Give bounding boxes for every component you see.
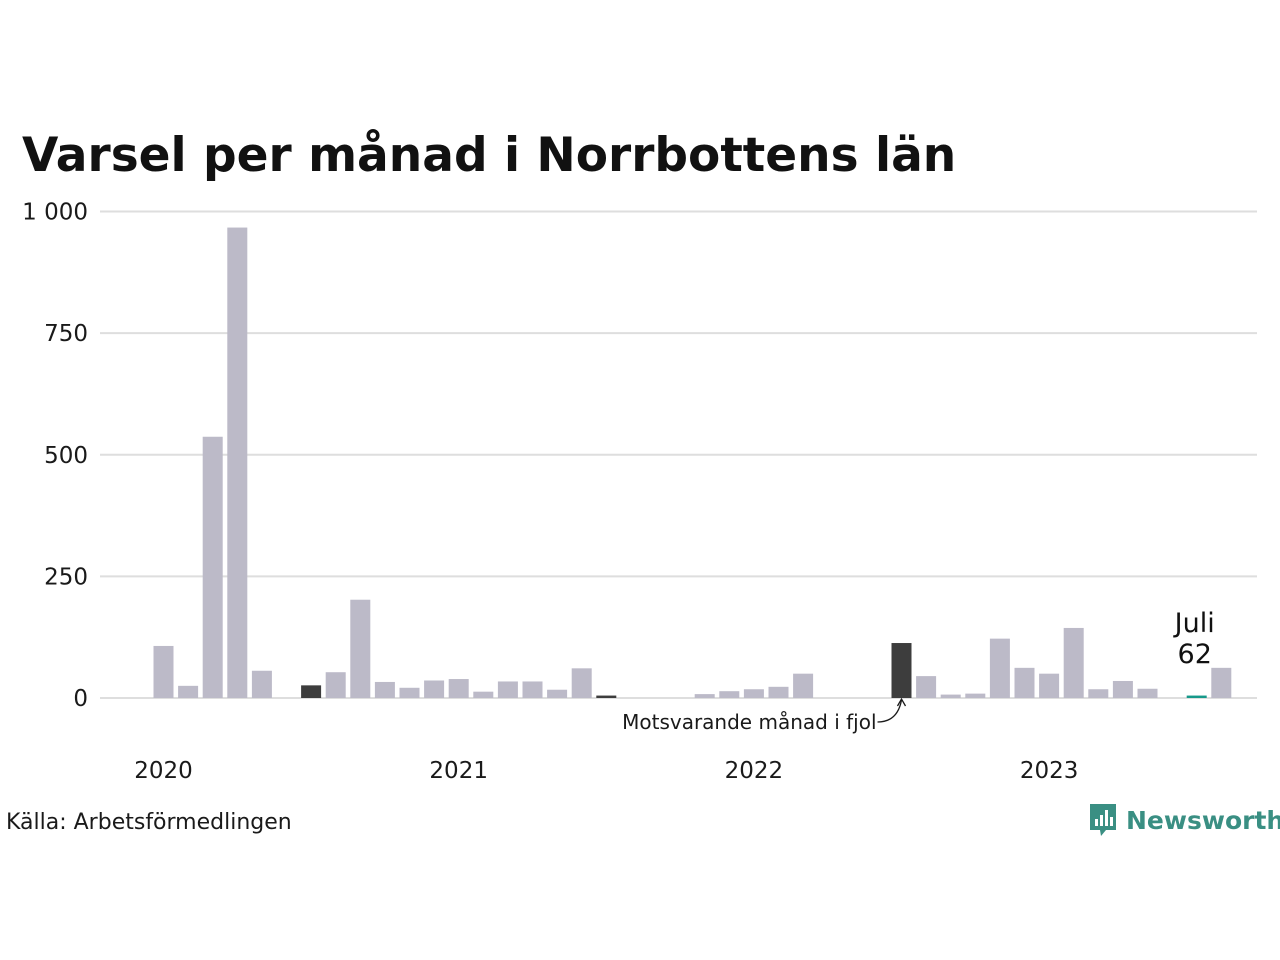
bar xyxy=(1112,680,1133,698)
bar xyxy=(153,645,174,698)
highlight-value-label: 62 xyxy=(1178,639,1212,670)
x-tick-label: 2021 xyxy=(429,758,488,784)
annotation-arrowhead xyxy=(896,697,907,707)
bar xyxy=(719,691,740,698)
highlight-month-label: Juli xyxy=(1173,608,1215,639)
bar xyxy=(178,685,199,698)
bar xyxy=(965,693,986,698)
brand-logo: Newsworthy xyxy=(1088,802,1280,838)
bar xyxy=(497,681,518,698)
bar xyxy=(940,694,961,698)
y-tick-label: 750 xyxy=(44,321,88,347)
bar xyxy=(694,694,715,698)
annotation: Motsvarande månad i fjol xyxy=(622,697,907,734)
brand-name: Newsworthy xyxy=(1126,805,1280,835)
bar xyxy=(448,679,469,698)
bar xyxy=(596,695,617,698)
bar xyxy=(743,689,764,698)
bar xyxy=(547,689,568,698)
highlight-label: Juli 62 xyxy=(1173,608,1215,670)
y-axis: 0 250 500 750 1 000 xyxy=(22,200,88,713)
bar xyxy=(571,668,592,698)
bar xyxy=(1186,695,1207,698)
bar xyxy=(1039,673,1060,698)
bar xyxy=(301,685,322,698)
bars xyxy=(153,227,1232,698)
source-note: Källa: Arbetsförmedlingen xyxy=(6,810,292,835)
bar xyxy=(891,643,912,698)
bar xyxy=(202,436,223,698)
chart-title: Varsel per månad i Norrbottens län xyxy=(22,128,957,183)
bar xyxy=(793,673,814,698)
bar xyxy=(399,687,420,698)
newsworthy-logo-icon xyxy=(1090,804,1116,836)
annotation-arrow xyxy=(877,699,903,723)
bar xyxy=(251,670,272,698)
bar xyxy=(325,672,346,698)
y-tick-label: 0 xyxy=(73,686,88,712)
x-tick-label: 2020 xyxy=(134,758,193,784)
bar xyxy=(350,599,371,698)
bar-chart: 0 250 500 750 1 000 2020 2021 2022 2023 Motsvar… xyxy=(22,200,1257,784)
y-tick-label: 500 xyxy=(44,443,88,469)
bar xyxy=(989,638,1010,698)
bar xyxy=(374,681,395,698)
bar xyxy=(768,686,789,698)
bar xyxy=(522,681,543,698)
annotation-text: Motsvarande månad i fjol xyxy=(622,710,876,734)
bar xyxy=(1137,688,1158,698)
bar xyxy=(1088,689,1109,698)
bar xyxy=(1014,667,1035,698)
bar xyxy=(424,680,445,698)
x-tick-label: 2023 xyxy=(1020,758,1079,784)
x-tick-label: 2022 xyxy=(725,758,784,784)
bar xyxy=(1063,627,1084,698)
bar xyxy=(473,691,494,698)
bar xyxy=(1211,667,1232,698)
bar xyxy=(227,227,248,698)
x-axis: 2020 2021 2022 2023 xyxy=(134,758,1078,784)
bar xyxy=(916,676,937,698)
grid-lines xyxy=(100,210,1257,699)
y-tick-label: 250 xyxy=(44,564,88,590)
y-tick-label: 1 000 xyxy=(22,200,88,226)
